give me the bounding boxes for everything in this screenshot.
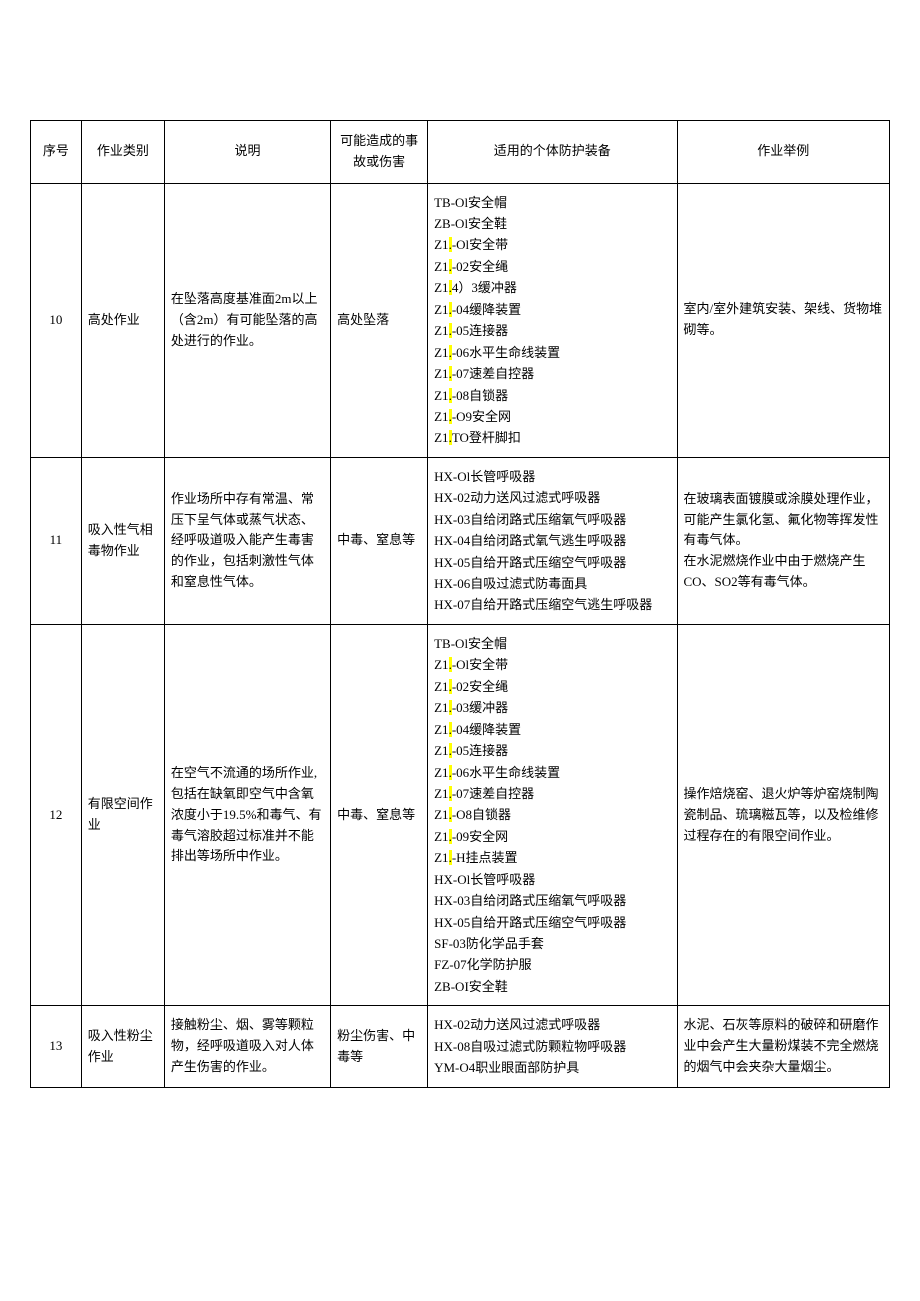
cell-seq: 12 [31, 624, 82, 1005]
equip-item: FZ-07化学防护服 [434, 954, 670, 975]
cell-desc: 接触粉尘、烟、雾等颗粒物，经呼吸道吸入对人体产生伤害的作业。 [164, 1006, 330, 1087]
header-desc: 说明 [164, 121, 330, 184]
header-hazard: 可能造成的事故或伤害 [331, 121, 428, 184]
cell-equip: TB-Ol安全帽Z1.-Ol安全带Z1.-02安全绳Z1.-03缓冲器Z1.-0… [428, 624, 677, 1005]
cell-equip: HX-02动力送风过滤式呼吸器HX-08自吸过滤式防颗粒物呼吸器YM-O4职业眼… [428, 1006, 677, 1087]
header-equip: 适用的个体防护装备 [428, 121, 677, 184]
cell-hazard: 中毒、窒息等 [331, 457, 428, 624]
equip-item: Z1.TO登杆脚扣 [434, 427, 670, 448]
equip-item: Z1.-Ol安全带 [434, 654, 670, 675]
cell-example: 在玻璃表面镀膜或涂膜处理作业，可能产生氯化氢、氟化物等挥发性有毒气体。 在水泥燃… [677, 457, 890, 624]
equip-item: SF-03防化学品手套 [434, 933, 670, 954]
equip-item: HX-03自给闭路式压缩氧气呼吸器 [434, 890, 670, 911]
equip-item: HX-08自吸过滤式防颗粒物呼吸器 [434, 1036, 670, 1057]
equip-item: Z1.-07速差自控器 [434, 783, 670, 804]
equip-item: Z1.-06水平生命线装置 [434, 342, 670, 363]
table-row: 12有限空间作业在空气不流通的场所作业, 包括在缺氧即空气中含氧浓度小于19.5… [31, 624, 890, 1005]
cell-seq: 11 [31, 457, 82, 624]
equip-item: Z1.-02安全绳 [434, 676, 670, 697]
cell-hazard: 中毒、窒息等 [331, 624, 428, 1005]
equip-item: HX-Ol长管呼吸器 [434, 466, 670, 487]
equip-item: Z1.-06水平生命线装置 [434, 762, 670, 783]
equip-item: Z1.-07速差自控器 [434, 363, 670, 384]
cell-type: 吸入性粉尘作业 [81, 1006, 164, 1087]
equip-item: HX-05自给开路式压缩空气呼吸器 [434, 552, 670, 573]
equip-item: HX-04自给闭路式氧气逃生呼吸器 [434, 530, 670, 551]
equip-item: HX-03自给闭路式压缩氧气呼吸器 [434, 509, 670, 530]
header-type: 作业类别 [81, 121, 164, 184]
equip-item: HX-05自给开路式压缩空气呼吸器 [434, 912, 670, 933]
header-seq: 序号 [31, 121, 82, 184]
equip-item: Z1.-09安全网 [434, 826, 670, 847]
equip-item: HX-06自吸过滤式防毒面具 [434, 573, 670, 594]
equip-item: HX-07自给开路式压缩空气逃生呼吸器 [434, 594, 670, 615]
safety-equipment-table: 序号 作业类别 说明 可能造成的事故或伤害 适用的个体防护装备 作业举例 10高… [30, 120, 890, 1088]
equip-item: Z1.-02安全绳 [434, 256, 670, 277]
cell-hazard: 高处坠落 [331, 183, 428, 457]
equip-item: Z1.-O9安全网 [434, 406, 670, 427]
cell-equip: HX-Ol长管呼吸器HX-02动力送风过滤式呼吸器HX-03自给闭路式压缩氧气呼… [428, 457, 677, 624]
cell-example: 室内/室外建筑安装、架线、货物堆砌等。 [677, 183, 890, 457]
cell-desc: 在坠落高度基准面2m以上（含2m）有可能坠落的高处进行的作业。 [164, 183, 330, 457]
equip-item: Z1.-08自锁器 [434, 385, 670, 406]
equip-item: Z1.-05连接器 [434, 320, 670, 341]
equip-item: TB-Ol安全帽 [434, 192, 670, 213]
equip-item: HX-02动力送风过滤式呼吸器 [434, 1014, 670, 1035]
equip-item: Z1.-04缓降装置 [434, 719, 670, 740]
equip-item: ZB-OI安全鞋 [434, 976, 670, 997]
cell-type: 高处作业 [81, 183, 164, 457]
equip-item: ZB-Ol安全鞋 [434, 213, 670, 234]
cell-type: 有限空间作业 [81, 624, 164, 1005]
equip-item: YM-O4职业眼面部防护具 [434, 1057, 670, 1078]
table-row: 11吸入性气相毒物作业作业场所中存有常温、常压下呈气体或蒸气状态、经呼吸道吸入能… [31, 457, 890, 624]
cell-desc: 在空气不流通的场所作业, 包括在缺氧即空气中含氧浓度小于19.5%和毒气、有毒气… [164, 624, 330, 1005]
equip-item: Z1.-O8自锁器 [434, 804, 670, 825]
equip-item: HX-Ol长管呼吸器 [434, 869, 670, 890]
cell-hazard: 粉尘伤害、中毒等 [331, 1006, 428, 1087]
cell-equip: TB-Ol安全帽ZB-Ol安全鞋Z1.-Ol安全带Z1.-02安全绳Z1.4）3… [428, 183, 677, 457]
cell-example: 操作焙烧窑、退火炉等炉窑烧制陶瓷制品、琉璃糍瓦等，以及检维修过程存在的有限空间作… [677, 624, 890, 1005]
table-row: 13吸入性粉尘作业接触粉尘、烟、雾等颗粒物，经呼吸道吸入对人体产生伤害的作业。粉… [31, 1006, 890, 1087]
table-body: 10高处作业在坠落高度基准面2m以上（含2m）有可能坠落的高处进行的作业。高处坠… [31, 183, 890, 1087]
table-header-row: 序号 作业类别 说明 可能造成的事故或伤害 适用的个体防护装备 作业举例 [31, 121, 890, 184]
equip-item: Z1.-05连接器 [434, 740, 670, 761]
equip-item: Z1.-H挂点装置 [434, 847, 670, 868]
cell-type: 吸入性气相毒物作业 [81, 457, 164, 624]
cell-desc: 作业场所中存有常温、常压下呈气体或蒸气状态、经呼吸道吸入能产生毒害的作业，包括刺… [164, 457, 330, 624]
header-example: 作业举例 [677, 121, 890, 184]
equip-item: Z1.-04缓降装置 [434, 299, 670, 320]
equip-item: Z1.-Ol安全带 [434, 234, 670, 255]
equip-item: Z1.-03缓冲器 [434, 697, 670, 718]
cell-example: 水泥、石灰等原料的破碎和研磨作业中会产生大量粉煤装不完全燃烧的烟气中会夹杂大量烟… [677, 1006, 890, 1087]
equip-item: TB-Ol安全帽 [434, 633, 670, 654]
equip-item: Z1.4）3缓冲器 [434, 277, 670, 298]
equip-item: HX-02动力送风过滤式呼吸器 [434, 487, 670, 508]
cell-seq: 10 [31, 183, 82, 457]
table-row: 10高处作业在坠落高度基准面2m以上（含2m）有可能坠落的高处进行的作业。高处坠… [31, 183, 890, 457]
cell-seq: 13 [31, 1006, 82, 1087]
